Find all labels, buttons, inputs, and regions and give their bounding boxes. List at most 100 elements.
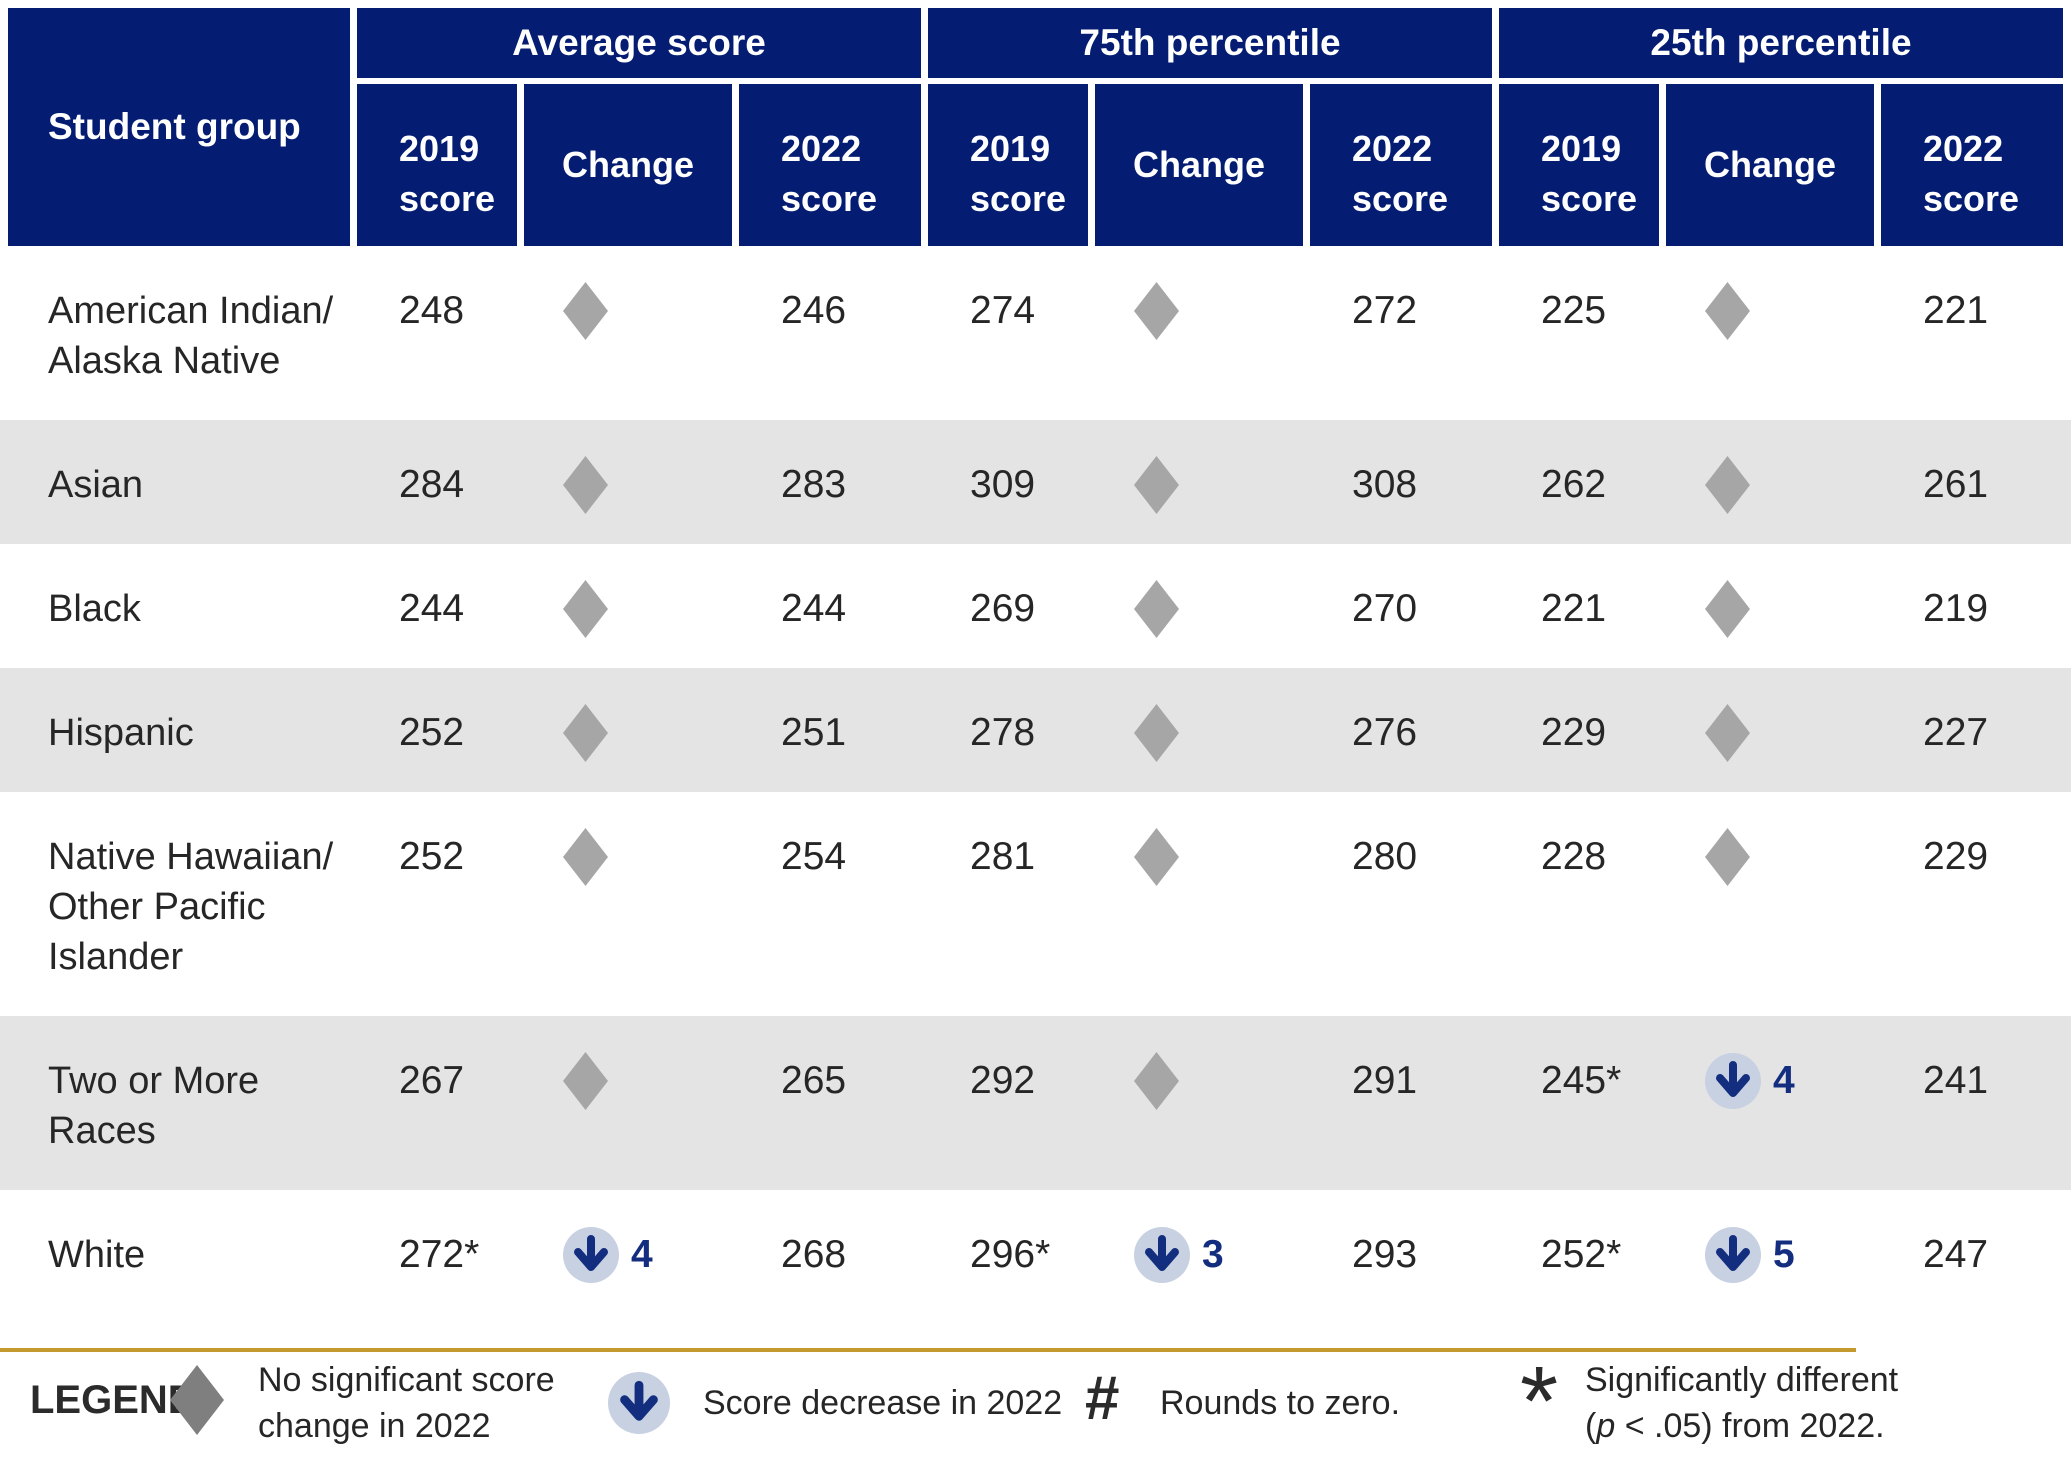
no-change-diamond-icon (1705, 704, 1750, 762)
change-cell: 3 (1095, 1227, 1303, 1283)
change-indicator (1134, 456, 1264, 514)
score-2019-cell: 272* (399, 1233, 480, 1276)
table-row: Native Hawaiian/ Other Pacific Islander 2… (0, 792, 2071, 1016)
group-subheaders: 2019 score Change 2022 score (928, 84, 1492, 246)
score-2022-cell: 268 (781, 1233, 847, 1276)
score-2019-cell: 278 (970, 711, 1036, 754)
score-decrease-arrow-icon (608, 1372, 670, 1446)
change-indicator (1134, 704, 1264, 762)
change-indicator (1705, 828, 1835, 886)
score-2019-cell: 281 (970, 835, 1036, 878)
score-2022-cell: 272 (1352, 289, 1418, 332)
change-indicator (1134, 828, 1264, 886)
change-indicator (563, 704, 693, 762)
table-row: White 272* 4 268 296* 3 293 252* 5 247 (0, 1190, 2071, 1314)
score-2022-cell: 251 (781, 711, 847, 754)
table-body: American Indian/ Alaska Native 248 246 274 2… (0, 246, 2071, 1314)
no-change-diamond-icon (1134, 828, 1179, 886)
score-2022-cell: 227 (1923, 711, 1989, 754)
legend-item-decrease-label: Score decrease in 2022 (703, 1384, 1063, 1422)
legend-item-significant-label: Significantly different (p < .05) from 2… (1585, 1357, 1898, 1449)
table-row: Asian 284 283 309 308 262 261 (0, 420, 2071, 544)
row-header-cell: Student group (8, 8, 350, 246)
subheader-2019-score: 2019 score (357, 84, 517, 246)
no-change-diamond-icon (1134, 456, 1179, 514)
significance-asterisk-symbol: * (1520, 1346, 1559, 1456)
score-2019-cell: 245* (1541, 1059, 1622, 1102)
score-2022-cell: 229 (1923, 835, 1989, 878)
score-decrease-arrow-icon (1134, 1227, 1190, 1283)
group-subheaders: 2019 score Change 2022 score (357, 84, 921, 246)
score-2022-cell: 308 (1352, 463, 1418, 506)
change-cell (1095, 828, 1303, 982)
score-2019-cell: 244 (399, 587, 465, 630)
row-label: American Indian/ Alaska Native (48, 290, 334, 382)
row-label: Hispanic (48, 712, 194, 754)
score-2022-cell: 241 (1923, 1059, 1989, 1102)
change-indicator (563, 1052, 693, 1110)
score-2022-cell: 221 (1923, 289, 1989, 332)
change-value: 3 (1202, 1233, 1224, 1276)
change-cell (1095, 580, 1303, 638)
subheader-2022-score: 2022 score (739, 84, 921, 246)
change-indicator (1705, 456, 1835, 514)
score-2022-cell: 270 (1352, 587, 1418, 630)
score-2019-cell: 229 (1541, 711, 1607, 754)
row-label: Asian (48, 464, 144, 506)
score-2022-cell: 246 (781, 289, 847, 332)
score-2019-cell: 292 (970, 1059, 1036, 1102)
table-row: Black 244 244 269 270 221 219 (0, 544, 2071, 668)
change-cell (1666, 282, 1874, 386)
legend: LEGEND No significant score change in 20… (0, 1346, 2071, 1465)
score-2019-cell: 296* (970, 1233, 1051, 1276)
change-cell (524, 282, 732, 386)
score-2022-cell: 261 (1923, 463, 1989, 506)
column-group-average: Average score 2019 score Change 2022 sco… (357, 8, 921, 246)
change-cell (524, 456, 732, 514)
change-cell (524, 1052, 732, 1156)
no-change-diamond-icon (1134, 1052, 1179, 1110)
change-indicator: 4 (563, 1227, 693, 1283)
no-change-diamond-icon (563, 1052, 608, 1110)
change-indicator: 3 (1134, 1227, 1264, 1283)
no-change-diamond-icon (563, 456, 608, 514)
score-2022-cell: 276 (1352, 711, 1418, 754)
row-label: Two or More Races (48, 1060, 260, 1152)
no-change-diamond-icon (1705, 282, 1750, 340)
score-2022-cell: 293 (1352, 1233, 1418, 1276)
change-cell (1095, 1052, 1303, 1156)
change-cell (1666, 456, 1874, 514)
subheader-2022-score: 2022 score (1881, 84, 2063, 246)
change-indicator (563, 282, 693, 340)
change-indicator (563, 456, 693, 514)
no-change-diamond-icon (1134, 704, 1179, 762)
score-2019-cell: 228 (1541, 835, 1607, 878)
rounds-to-zero-symbol: # (1085, 1364, 1120, 1433)
change-indicator (563, 828, 693, 886)
change-indicator (1134, 1052, 1264, 1110)
score-decrease-arrow-icon (563, 1227, 619, 1283)
score-2019-cell: 252* (1541, 1233, 1622, 1276)
score-2019-cell: 252 (399, 835, 465, 878)
change-value: 4 (631, 1233, 653, 1276)
no-change-diamond-icon (563, 580, 608, 638)
subheader-change: Change (1095, 84, 1303, 246)
score-2019-cell: 248 (399, 289, 465, 332)
score-2022-cell: 254 (781, 835, 847, 878)
group-title-average: Average score (357, 8, 921, 78)
subheader-2019-score: 2019 score (928, 84, 1088, 246)
change-cell (1095, 282, 1303, 386)
no-change-diamond-icon (563, 704, 608, 762)
score-2019-cell: 267 (399, 1059, 465, 1102)
no-change-diamond-icon (563, 828, 608, 886)
change-indicator (1134, 282, 1264, 340)
divider-rule (0, 1348, 1856, 1352)
change-indicator (1705, 704, 1835, 762)
change-cell (1666, 828, 1874, 982)
change-indicator: 5 (1705, 1227, 1835, 1283)
no-change-diamond-icon (170, 1365, 224, 1447)
change-cell (1666, 704, 1874, 762)
row-label: Native Hawaiian/ Other Pacific Islander (48, 836, 334, 978)
group-title-25th: 25th percentile (1499, 8, 2063, 78)
